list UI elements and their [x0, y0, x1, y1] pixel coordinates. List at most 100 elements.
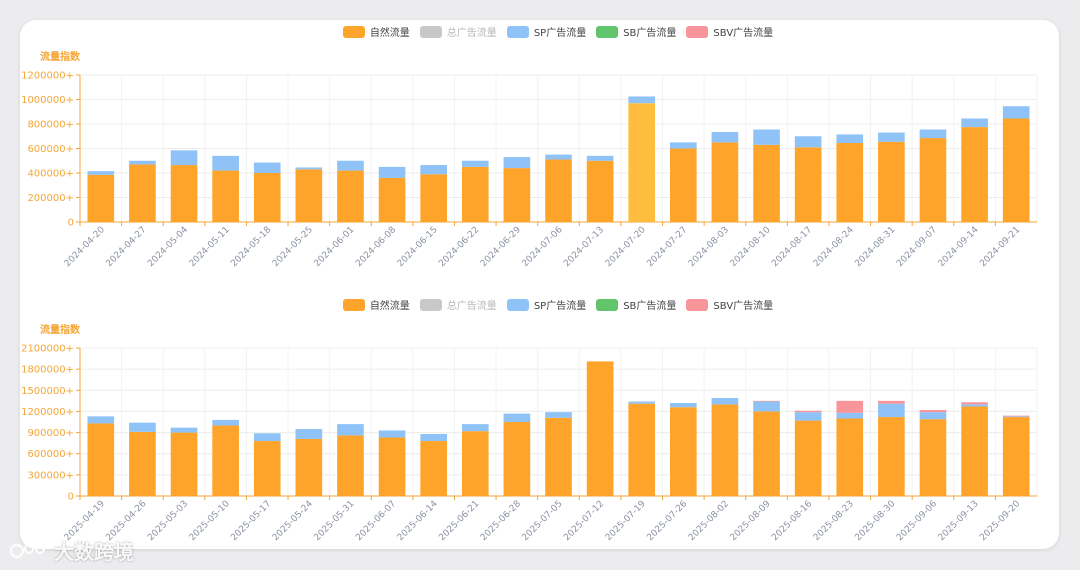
bar-natural[interactable] — [461, 166, 489, 222]
bar-sp[interactable] — [295, 167, 323, 170]
bar-sp[interactable] — [378, 166, 406, 178]
bar-sp[interactable] — [878, 132, 905, 142]
bar-natural[interactable] — [711, 142, 739, 222]
bar-sbv[interactable] — [878, 400, 905, 404]
bar-sp[interactable] — [420, 433, 447, 442]
bar-natural[interactable] — [420, 174, 447, 222]
bar-sp[interactable] — [503, 413, 531, 422]
bar-sp[interactable] — [836, 134, 864, 143]
bar-sp[interactable] — [670, 402, 697, 408]
bar-natural[interactable] — [170, 165, 198, 222]
bar-sp[interactable] — [87, 416, 115, 424]
bar-natural[interactable] — [545, 417, 572, 496]
legend-item[interactable]: 自然流量 — [342, 297, 410, 312]
bar-natural[interactable] — [961, 406, 988, 496]
bar-sp[interactable] — [961, 404, 988, 407]
bar-sp[interactable] — [628, 96, 656, 104]
bar-sbv[interactable] — [753, 400, 780, 402]
bar-sp[interactable] — [461, 424, 489, 432]
bar-natural[interactable] — [378, 177, 406, 222]
bar-sp[interactable] — [503, 157, 531, 169]
bar-natural[interactable] — [670, 407, 697, 496]
bar-natural[interactable] — [878, 141, 905, 222]
legend-item[interactable]: SBV广告流量 — [686, 297, 773, 312]
bar-sbv[interactable] — [1002, 415, 1030, 417]
bar-sp[interactable] — [753, 401, 780, 412]
bar-sp[interactable] — [794, 412, 822, 421]
bar-natural[interactable] — [212, 425, 239, 496]
legend-item[interactable]: 总广告流量 — [419, 24, 497, 39]
bar-natural[interactable] — [586, 160, 614, 222]
bar-sp[interactable] — [1002, 416, 1030, 418]
bar-sp[interactable] — [961, 118, 988, 128]
bar-natural[interactable] — [919, 138, 947, 222]
bar-natural[interactable] — [919, 419, 947, 496]
bar-natural[interactable] — [794, 420, 822, 496]
bar-natural[interactable] — [670, 148, 697, 223]
bar-sp[interactable] — [545, 154, 572, 160]
bar-sp[interactable] — [711, 131, 739, 143]
bar-sp[interactable] — [919, 412, 947, 420]
bar-natural[interactable] — [878, 417, 905, 496]
bar-sbv[interactable] — [919, 410, 947, 413]
bar-sp[interactable] — [628, 401, 656, 404]
bar-sp[interactable] — [753, 129, 780, 145]
bar-natural[interactable] — [794, 147, 822, 222]
legend-item[interactable]: 自然流量 — [342, 24, 410, 39]
bar-natural[interactable] — [129, 431, 156, 496]
bar-sp[interactable] — [670, 142, 697, 149]
bar-sp[interactable] — [545, 412, 572, 418]
bar-sbv[interactable] — [794, 410, 822, 413]
bar-natural[interactable] — [1002, 118, 1030, 222]
bar-sp[interactable] — [170, 427, 198, 433]
bar-sp[interactable] — [212, 155, 239, 171]
legend-item[interactable]: SBV广告流量 — [686, 24, 773, 39]
bar-sp[interactable] — [378, 430, 406, 438]
bar-natural[interactable] — [337, 170, 364, 222]
bar-natural[interactable] — [586, 361, 614, 496]
bar-natural[interactable] — [1002, 417, 1030, 496]
bar-sp[interactable] — [794, 136, 822, 148]
legend-item[interactable]: SP广告流量 — [506, 297, 586, 312]
bar-sp[interactable] — [461, 160, 489, 167]
bar-sp[interactable] — [586, 155, 614, 161]
bar-sp[interactable] — [711, 398, 739, 405]
bar-natural[interactable] — [253, 441, 281, 496]
bar-natural[interactable] — [253, 173, 281, 222]
bar-natural[interactable] — [170, 432, 198, 496]
bar-natural[interactable] — [461, 431, 489, 496]
bar-sbv[interactable] — [961, 402, 988, 405]
bar-sp[interactable] — [129, 160, 156, 165]
bar-sp[interactable] — [253, 162, 281, 173]
bar-natural[interactable] — [420, 441, 447, 496]
bar-natural[interactable] — [961, 127, 988, 222]
bar-natural[interactable] — [129, 164, 156, 222]
bar-sp[interactable] — [170, 150, 198, 166]
legend-item[interactable]: SB广告流量 — [596, 24, 676, 39]
bar-natural[interactable] — [295, 169, 323, 222]
bar-sp[interactable] — [337, 424, 364, 436]
bar-natural[interactable] — [337, 435, 364, 496]
bar-natural[interactable] — [836, 418, 864, 496]
bar-natural[interactable] — [503, 422, 531, 496]
bar-natural[interactable] — [212, 170, 239, 222]
bar-natural[interactable] — [295, 438, 323, 496]
bar-natural[interactable] — [753, 144, 780, 222]
bar-natural[interactable] — [753, 411, 780, 496]
bar-natural[interactable] — [545, 159, 572, 222]
bar-natural[interactable] — [87, 174, 115, 222]
bar-natural[interactable] — [711, 404, 739, 496]
bar-sbv[interactable] — [836, 400, 864, 413]
bar-sp[interactable] — [878, 403, 905, 418]
legend-item[interactable]: 总广告流量 — [419, 297, 497, 312]
bar-sp[interactable] — [87, 171, 115, 175]
bar-sp[interactable] — [253, 433, 281, 442]
bar-natural[interactable] — [628, 403, 656, 496]
legend-item[interactable]: SB广告流量 — [596, 297, 676, 312]
bar-sp[interactable] — [836, 412, 864, 419]
bar-sp[interactable] — [919, 129, 947, 139]
bar-natural[interactable] — [87, 423, 115, 496]
legend-item[interactable]: SP广告流量 — [506, 24, 586, 39]
bar-natural[interactable] — [503, 168, 531, 222]
bar-sp[interactable] — [295, 429, 323, 439]
